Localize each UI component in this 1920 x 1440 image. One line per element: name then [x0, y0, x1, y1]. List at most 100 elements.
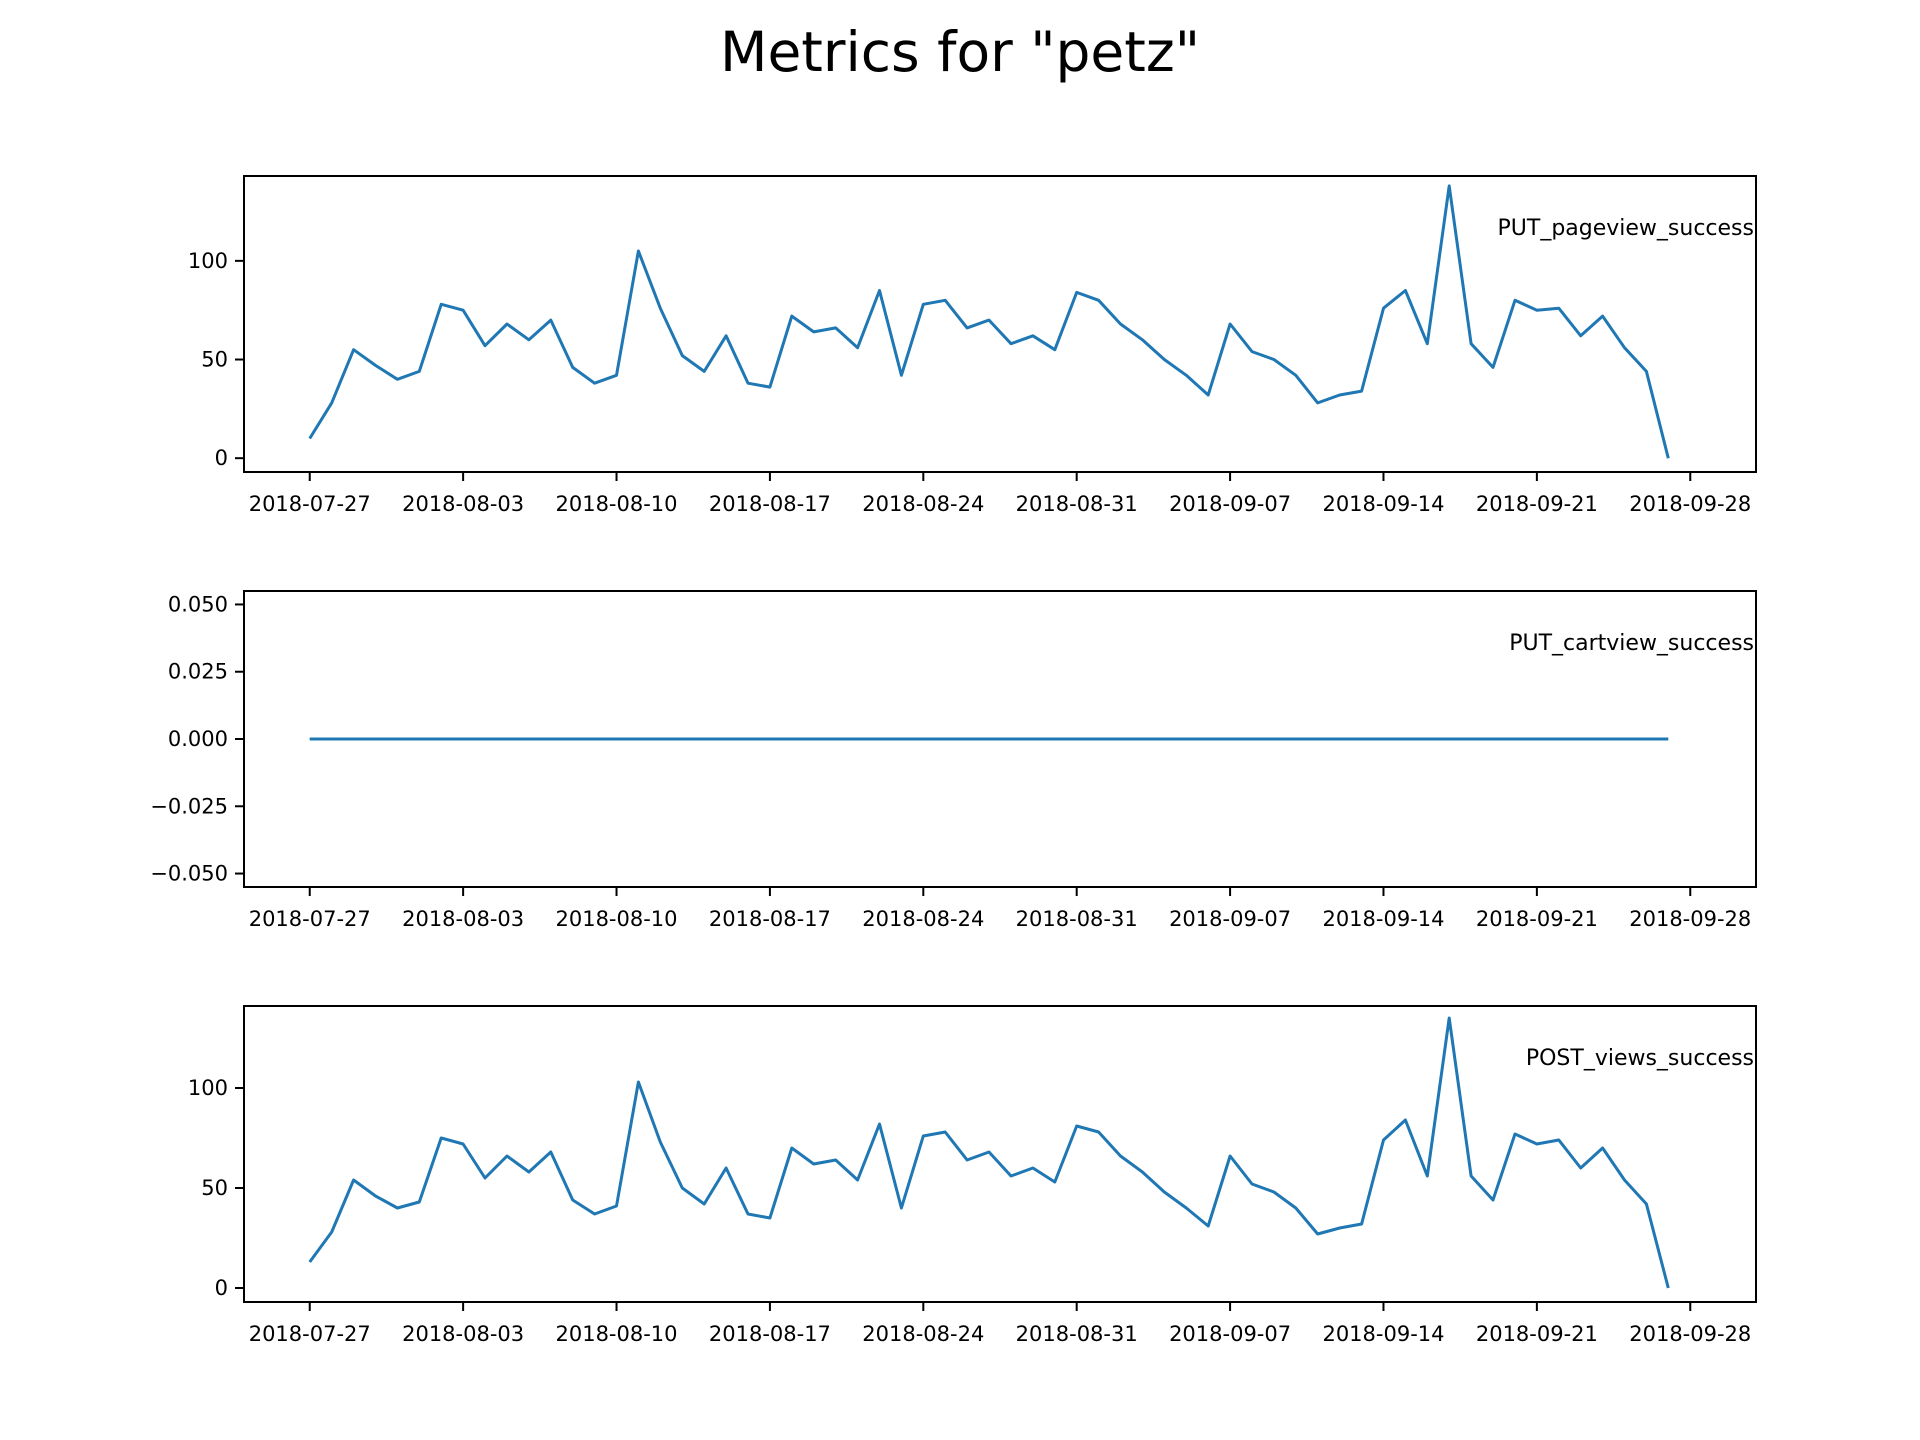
data-point	[1601, 314, 1605, 318]
data-point	[1294, 373, 1298, 377]
data-point	[1535, 308, 1539, 312]
data-point	[1009, 342, 1013, 346]
data-point	[1316, 401, 1320, 405]
y-tick-label: −0.025	[150, 794, 228, 818]
data-point	[658, 306, 662, 310]
x-tick-label: 2018-08-17	[709, 492, 831, 516]
data-point	[658, 1140, 662, 1144]
data-point	[1162, 358, 1166, 362]
data-point	[308, 737, 312, 741]
chart-title: Metrics for "petz"	[719, 20, 1200, 84]
y-tick-label: 0	[215, 1276, 228, 1300]
data-point	[308, 1260, 312, 1264]
data-point	[1097, 298, 1101, 302]
y-tick-label: 0.000	[168, 727, 228, 751]
data-point	[374, 1194, 378, 1198]
data-point	[1338, 1226, 1342, 1230]
data-point	[1382, 1138, 1386, 1142]
data-point	[505, 1154, 509, 1158]
x-tick-label: 2018-08-03	[402, 492, 524, 516]
x-tick-label: 2018-09-28	[1629, 1322, 1751, 1346]
y-tick-label: −0.050	[150, 862, 228, 886]
data-point	[1535, 1142, 1539, 1146]
data-point	[1053, 348, 1057, 352]
data-point	[702, 369, 706, 373]
data-point	[395, 377, 399, 381]
data-point	[330, 1230, 334, 1234]
x-tick-label: 2018-08-24	[862, 1322, 984, 1346]
x-tick-label: 2018-08-10	[555, 1322, 677, 1346]
x-tick-label: 2018-07-27	[249, 907, 371, 931]
axes-frame	[243, 175, 1757, 473]
data-point	[483, 344, 487, 348]
y-tick-label: 0.050	[168, 592, 228, 616]
data-point	[571, 1198, 575, 1202]
data-point	[899, 373, 903, 377]
x-tick-label: 2018-09-28	[1629, 907, 1751, 931]
x-tick-label: 2018-09-28	[1629, 492, 1751, 516]
data-point	[1447, 184, 1451, 188]
data-point	[439, 1136, 443, 1140]
subplot-2: PUT_cartview_success 2018-07-27 2018-08-03…	[150, 590, 1757, 931]
data-point	[636, 1080, 640, 1084]
data-point	[1666, 456, 1670, 460]
data-point	[1491, 365, 1495, 369]
series-label: POST_views_success	[1526, 1046, 1754, 1071]
data-point	[1009, 1174, 1013, 1178]
data-point	[1557, 1138, 1561, 1142]
x-tick-label: 2018-08-31	[1016, 1322, 1138, 1346]
data-point	[352, 1178, 356, 1182]
data-point	[1250, 1182, 1254, 1186]
x-tick-label: 2018-08-10	[555, 492, 677, 516]
data-point	[527, 1170, 531, 1174]
data-point	[790, 314, 794, 318]
data-point	[724, 334, 728, 338]
data-point	[1031, 334, 1035, 338]
data-point	[1140, 1170, 1144, 1174]
data-point	[921, 302, 925, 306]
data-point	[1228, 1154, 1232, 1158]
x-tick-label: 2018-08-24	[862, 907, 984, 931]
data-point	[1119, 1154, 1123, 1158]
data-point	[921, 1134, 925, 1138]
x-tick-label: 2018-07-27	[249, 1322, 371, 1346]
x-tick-label: 2018-08-17	[709, 1322, 831, 1346]
x-tick-label: 2018-09-14	[1322, 1322, 1444, 1346]
data-point	[439, 302, 443, 306]
y-tick-label: 0.025	[168, 660, 228, 684]
data-point	[1469, 342, 1473, 346]
data-point	[549, 1150, 553, 1154]
data-point	[461, 308, 465, 312]
x-tick-label: 2018-09-21	[1476, 492, 1598, 516]
data-point	[965, 1158, 969, 1162]
data-point	[878, 1122, 882, 1126]
data-point	[571, 365, 575, 369]
data-point	[1623, 346, 1627, 350]
series-label: PUT_pageview_success	[1498, 216, 1754, 241]
data-point	[812, 330, 816, 334]
x-tick-label: 2018-08-31	[1016, 907, 1138, 931]
data-point	[1272, 1190, 1276, 1194]
data-point	[812, 1162, 816, 1166]
data-point	[790, 1146, 794, 1150]
data-point	[746, 1212, 750, 1216]
data-point	[395, 1206, 399, 1210]
x-tick-label: 2018-09-21	[1476, 907, 1598, 931]
data-point	[768, 1216, 772, 1220]
x-tick-label: 2018-09-14	[1322, 492, 1444, 516]
y-tick-label: 100	[188, 1076, 228, 1100]
data-point	[834, 326, 838, 330]
data-point	[1338, 393, 1342, 397]
data-point	[417, 369, 421, 373]
data-point	[374, 363, 378, 367]
x-tick-label: 2018-09-14	[1322, 907, 1444, 931]
series-line	[308, 184, 1670, 459]
data-point	[878, 289, 882, 293]
data-point	[1382, 306, 1386, 310]
data-point	[330, 401, 334, 405]
data-point	[702, 1202, 706, 1206]
data-point	[1491, 1198, 1495, 1202]
data-point	[834, 1158, 838, 1162]
data-point	[1425, 342, 1429, 346]
